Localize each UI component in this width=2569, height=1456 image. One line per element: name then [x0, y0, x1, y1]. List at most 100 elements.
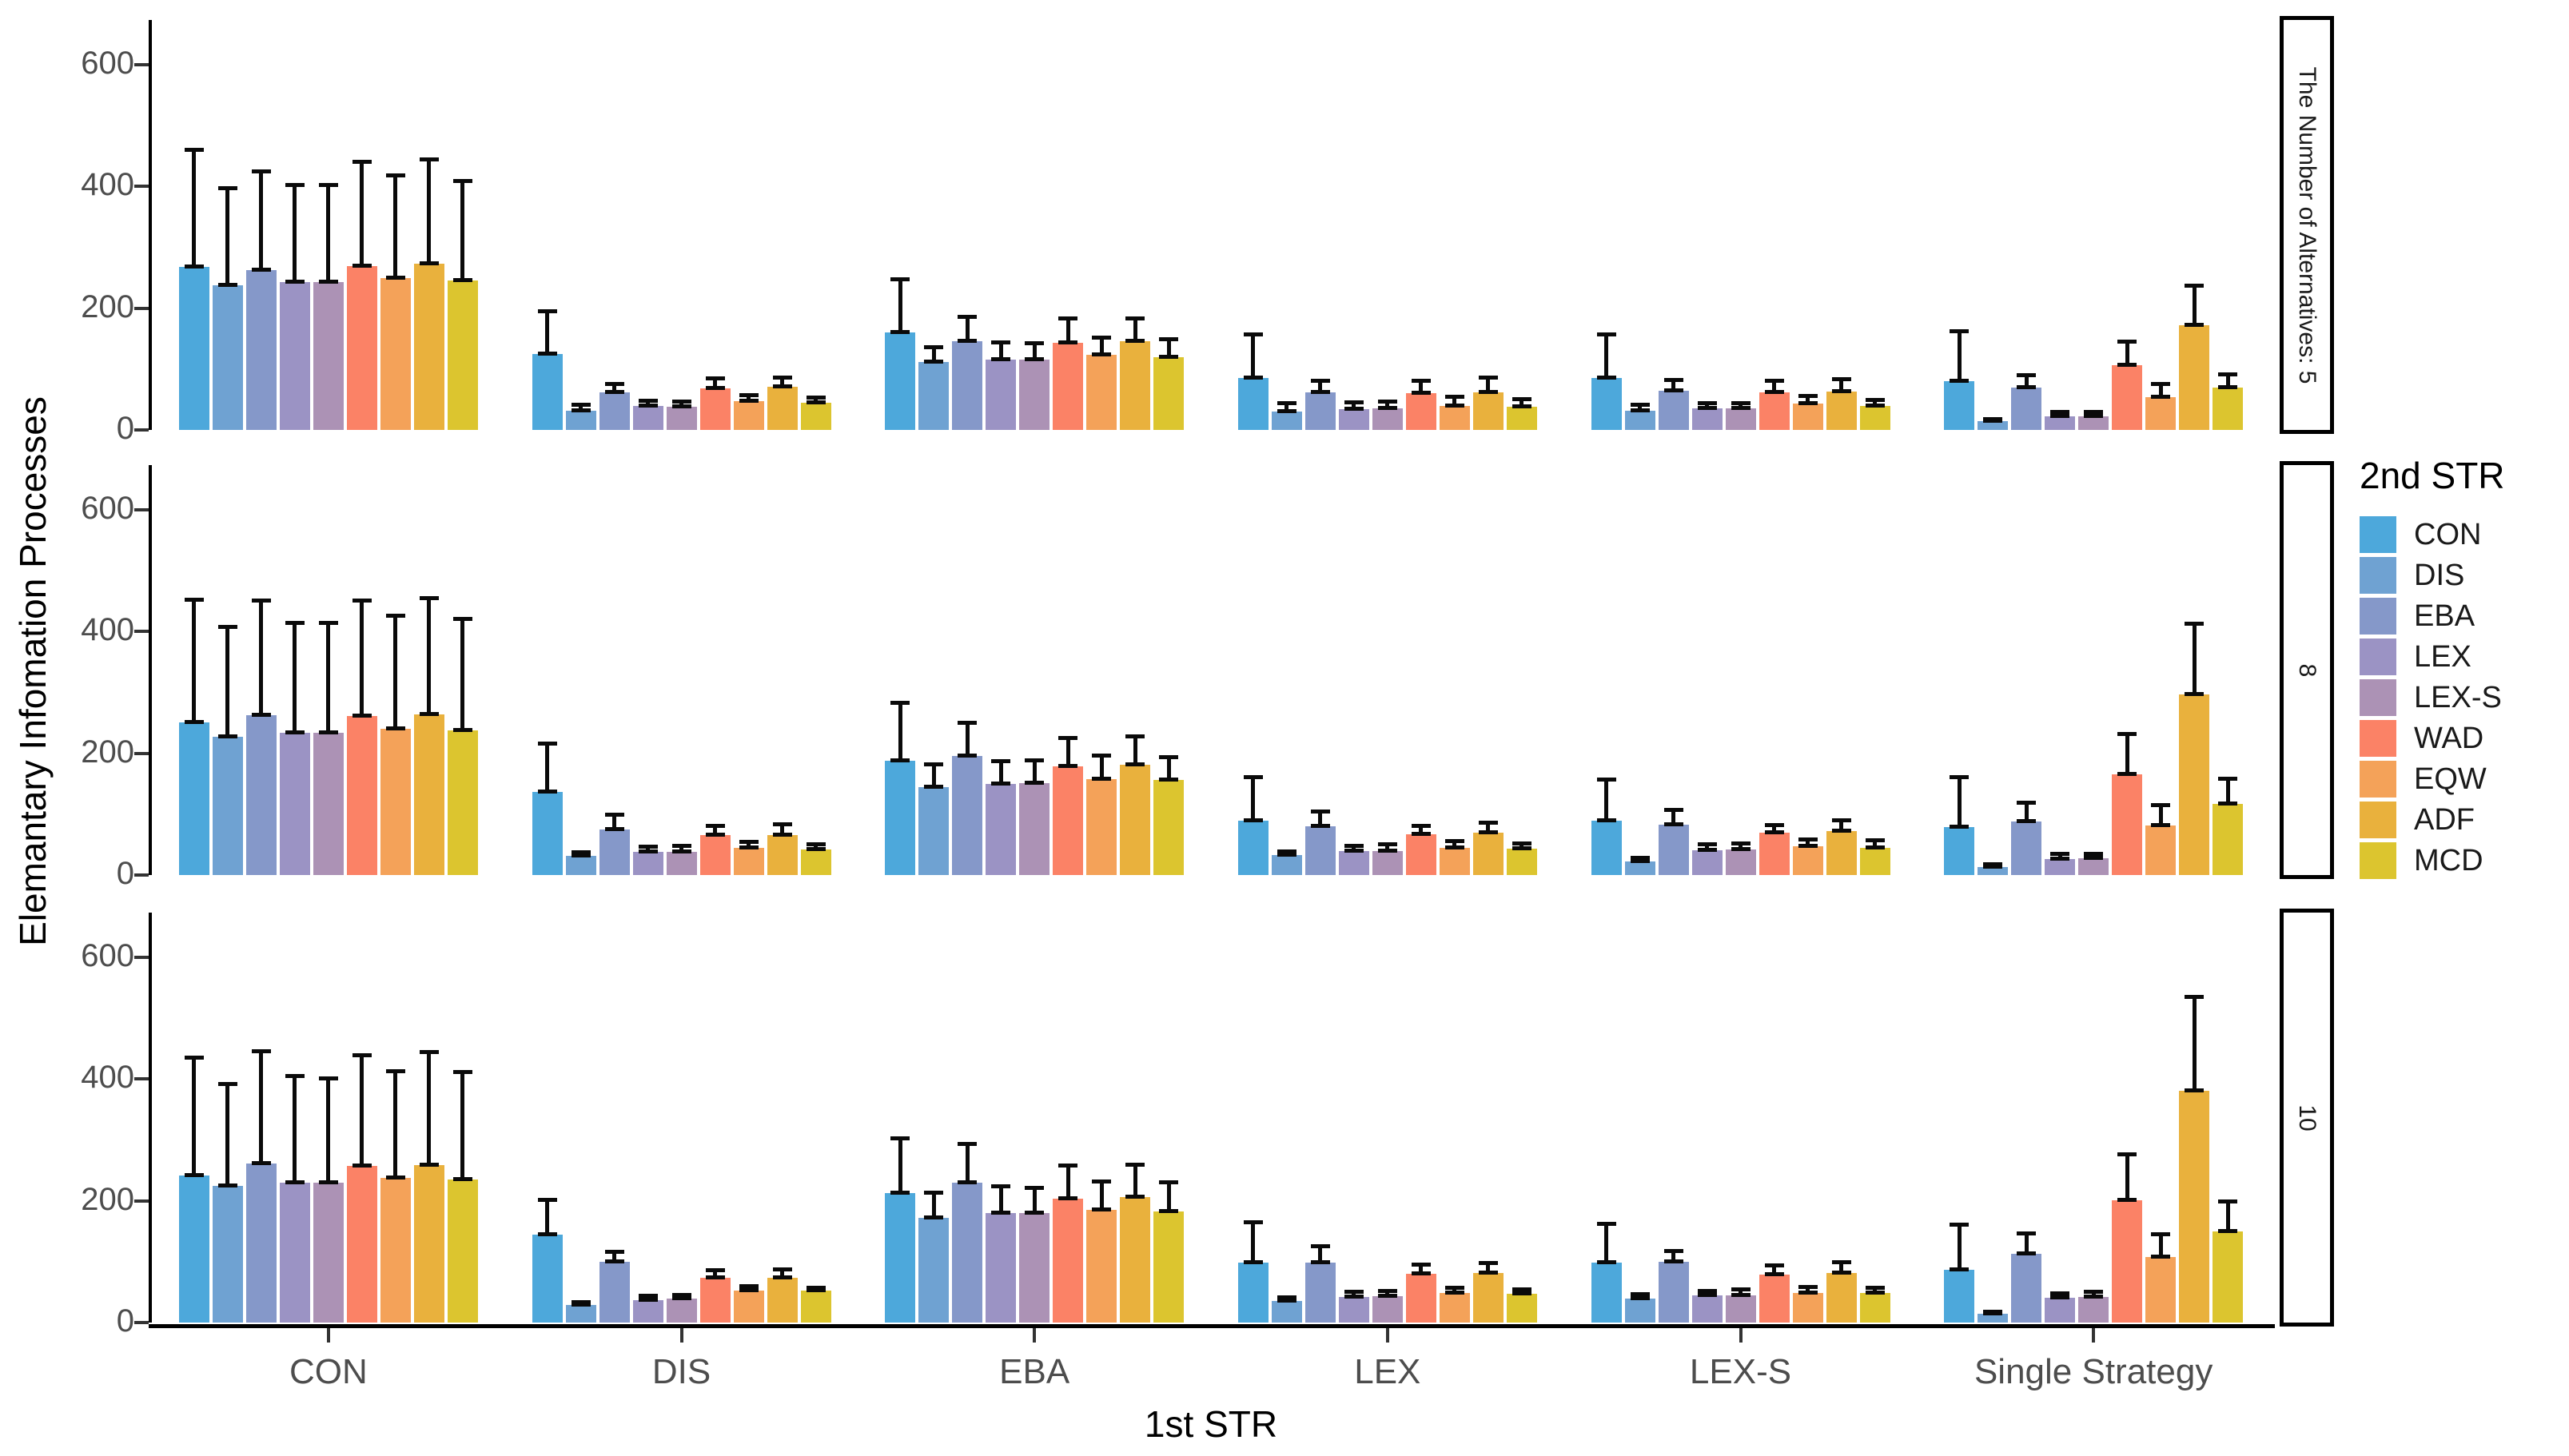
- bar-Single Strategy-DIS: [1978, 867, 2009, 875]
- error-bar-line: [780, 823, 784, 835]
- bar-DIS-LEX: [632, 406, 663, 430]
- error-bar-cap: [1630, 1296, 1650, 1301]
- error-bar-cap: [1731, 841, 1751, 845]
- bar-CON-EBA: [245, 270, 277, 430]
- error-bar-cap: [285, 620, 305, 625]
- bar-Single Strategy-ADF: [2179, 324, 2210, 430]
- bar-EBA-EQW: [1086, 779, 1117, 875]
- bar-EBA-DIS: [918, 1217, 950, 1323]
- y-axis-tick: [134, 751, 149, 755]
- error-bar-cap: [1865, 1285, 1885, 1290]
- error-bar-line: [545, 310, 549, 354]
- error-bar-line: [1739, 842, 1743, 849]
- y-axis-line: [149, 465, 152, 875]
- error-bar-cap: [537, 790, 557, 794]
- error-bar-cap: [1344, 400, 1364, 404]
- error-bar-line: [1133, 1164, 1137, 1198]
- error-bar-cap: [537, 1198, 557, 1203]
- error-bar-cap: [772, 832, 792, 837]
- error-bar-cap: [2117, 363, 2137, 368]
- error-bar-cap: [318, 182, 338, 187]
- facet-strip-label: 8: [2294, 663, 2320, 677]
- error-bar-line: [259, 1051, 264, 1164]
- error-bar-cap: [991, 340, 1011, 345]
- error-bar-cap: [890, 701, 910, 706]
- error-bar-line: [427, 158, 432, 264]
- bar-Single Strategy-LEX-S: [2078, 857, 2109, 875]
- bar-LEX-S-EBA: [1658, 1261, 1689, 1323]
- error-bar-cap: [352, 1164, 372, 1168]
- bar-DIS-CON: [532, 353, 563, 430]
- bar-EBA-CON: [885, 1193, 916, 1323]
- error-bar-line: [326, 184, 331, 282]
- y-axis-tick: [134, 1321, 149, 1324]
- bar-Single Strategy-MCD: [2213, 803, 2244, 875]
- bar-DIS-ADF: [767, 834, 798, 875]
- bar-LEX-DIS: [1271, 854, 1302, 875]
- error-bar-line: [2192, 997, 2197, 1092]
- error-bar-cap: [705, 1268, 725, 1273]
- bar-Single Strategy-LEX: [2045, 416, 2076, 430]
- error-bar-cap: [1310, 1243, 1330, 1248]
- error-bar-cap: [251, 169, 271, 174]
- error-bar-cap: [452, 178, 472, 183]
- error-bar-cap: [1798, 1285, 1818, 1290]
- error-bar-cap: [352, 159, 372, 164]
- error-bar-cap: [1377, 400, 1397, 404]
- error-bar-cap: [806, 1288, 826, 1293]
- error-bar-cap: [1630, 408, 1650, 413]
- error-bar-cap: [1950, 1222, 1970, 1227]
- bar-CON-ADF: [413, 714, 444, 875]
- error-bar-cap: [739, 845, 759, 849]
- error-bar-cap: [1058, 735, 1078, 740]
- x-axis-tick: [1385, 1328, 1389, 1343]
- error-bar-line: [460, 180, 465, 280]
- facet-panel: 0 200 400 600: [81, 913, 2270, 1339]
- bar-CON-MCD: [447, 730, 478, 875]
- error-bar-cap: [217, 1082, 237, 1087]
- error-bar-line: [1166, 338, 1171, 357]
- legend-item: EQW: [2360, 761, 2567, 798]
- error-bar-cap: [958, 1180, 978, 1184]
- error-bar-cap: [806, 395, 826, 400]
- error-bar-cap: [1159, 778, 1179, 782]
- bar-LEX-S-CON: [1591, 821, 1622, 875]
- bar-DIS-EQW: [733, 401, 764, 430]
- error-bar-cap: [1798, 401, 1818, 406]
- error-bar-line: [713, 825, 717, 836]
- error-bar-cap: [1764, 830, 1784, 835]
- error-bar-cap: [1950, 824, 1970, 829]
- error-bar-line: [1133, 317, 1137, 341]
- error-bar-line: [1385, 1291, 1390, 1297]
- error-bar-cap: [1478, 829, 1498, 834]
- bar-LEX-S-CON: [1591, 1263, 1622, 1323]
- error-bar-cap: [419, 1163, 439, 1168]
- error-bar-cap: [1663, 808, 1683, 813]
- error-bar-line: [225, 627, 230, 738]
- error-bar-line: [1419, 1263, 1424, 1275]
- bar-DIS-WAD: [699, 835, 731, 875]
- error-bar-line: [898, 1138, 902, 1194]
- error-bar-cap: [1411, 824, 1431, 829]
- error-bar-cap: [705, 823, 725, 828]
- error-bar-cap: [2117, 732, 2137, 737]
- bar-DIS-EBA: [599, 1261, 630, 1323]
- error-bar-cap: [1411, 378, 1431, 383]
- error-bar-line: [898, 279, 902, 333]
- error-bar-cap: [890, 330, 910, 335]
- error-bar-line: [2057, 853, 2062, 860]
- error-bar-cap: [537, 1231, 557, 1236]
- error-bar-cap: [571, 853, 591, 858]
- error-bar-cap: [806, 400, 826, 405]
- error-bar-line: [1318, 810, 1323, 827]
- error-bar-line: [1739, 403, 1743, 409]
- bar-CON-LEX: [279, 1182, 310, 1323]
- bar-EBA-LEX: [986, 1212, 1017, 1323]
- error-bar-line: [1352, 401, 1356, 410]
- error-bar-cap: [2185, 1088, 2205, 1093]
- legend-title: 2nd STR: [2360, 455, 2505, 496]
- bar-LEX-ADF: [1472, 392, 1504, 430]
- bar-CON-ADF: [413, 1165, 444, 1323]
- error-bar-line: [2225, 778, 2230, 804]
